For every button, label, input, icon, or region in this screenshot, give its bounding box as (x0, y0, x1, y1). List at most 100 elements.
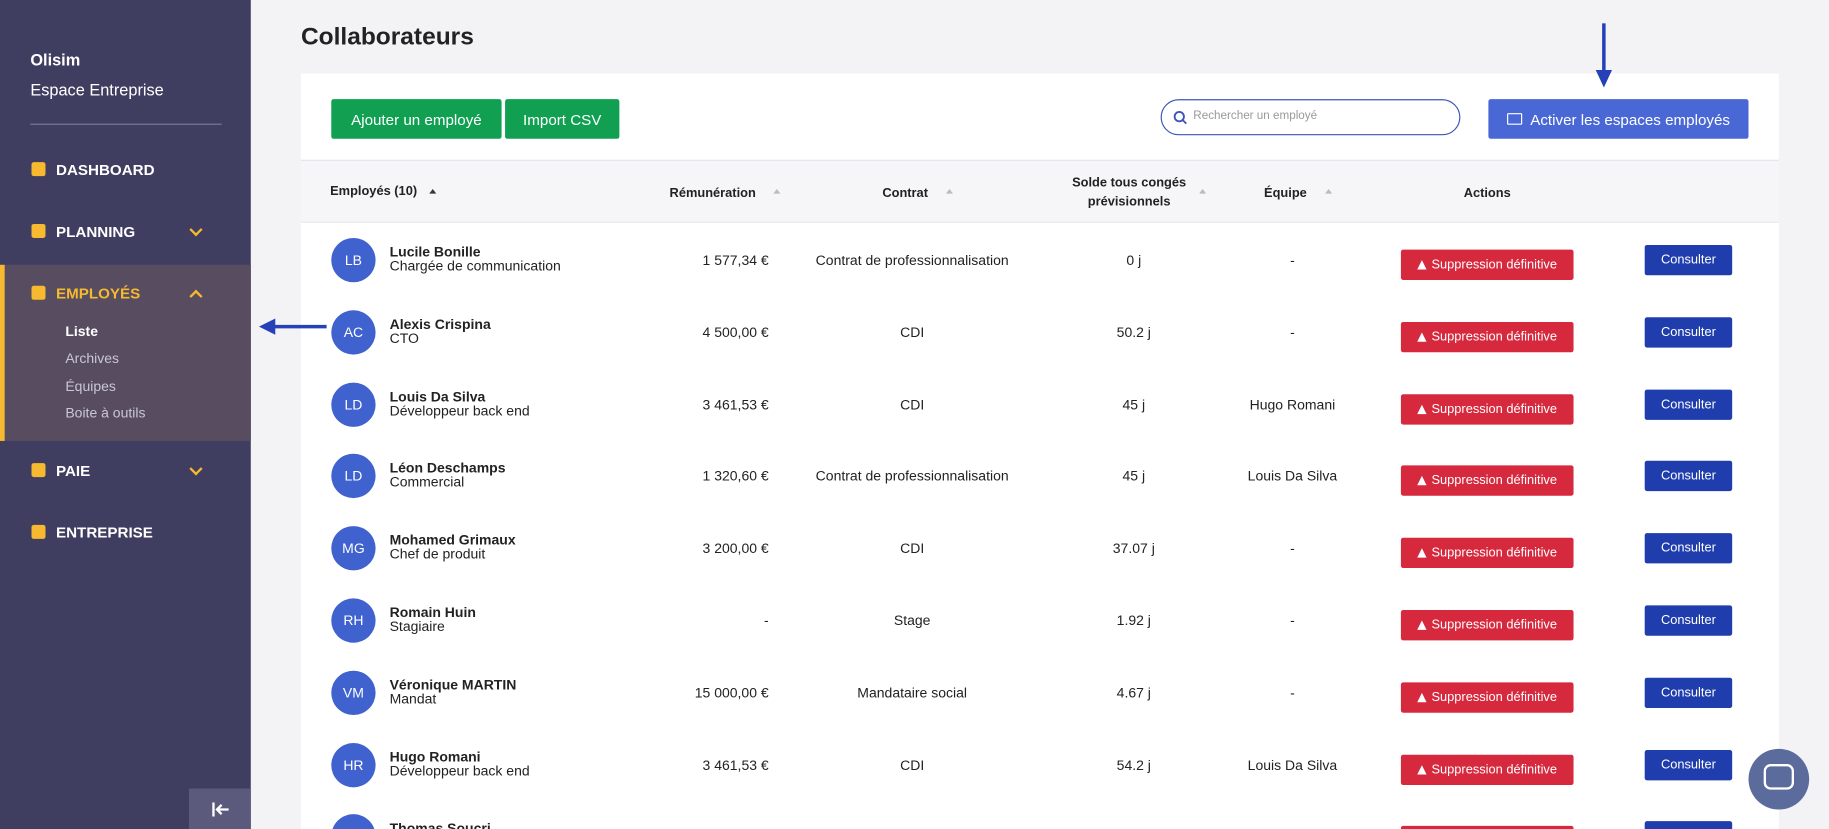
employee-role: Commercial (389, 474, 465, 491)
team: - (1290, 612, 1295, 629)
delete-button[interactable]: Suppression définitive (1400, 754, 1574, 785)
view-button[interactable]: Consulter (1644, 677, 1733, 708)
team: Louis Da Silva (1247, 756, 1338, 773)
sort-caret (429, 188, 437, 194)
employee-name[interactable]: Mohamed Grimaux (389, 532, 516, 549)
balance: 45 j (1122, 468, 1146, 485)
team: Hugo Romani (1249, 396, 1336, 413)
avatar: MG (331, 526, 376, 571)
card: Ajouter un employé Import CSV Rechercher u… (300, 73, 1779, 829)
team: - (1290, 324, 1295, 341)
submenu-item[interactable]: Boite à outils (65, 404, 146, 421)
chevron (189, 462, 203, 476)
table-header-bg (300, 159, 1779, 223)
table-header: Solde tous congés prévisionnels (1072, 176, 1187, 209)
employee-name[interactable]: Thomas Soucri (389, 820, 491, 829)
view-button (1644, 821, 1733, 829)
employee-name[interactable]: Romain Huin (389, 604, 476, 621)
main: Collaborateurs Ajouter un employé Import … (251, 0, 1829, 829)
salary: 15 000,00 € (694, 684, 769, 701)
menu-item[interactable]: ENTREPRISE (55, 523, 153, 542)
employee-role: Mandat (389, 690, 437, 707)
balance: 4.67 j (1116, 684, 1151, 701)
employee-name[interactable]: Lucile Bonille (389, 243, 481, 261)
table-header: Actions (1463, 186, 1511, 201)
menu-item[interactable]: EMPLOYÉS (55, 284, 141, 303)
delete-button[interactable]: Suppression définitive (1400, 537, 1574, 569)
view-button[interactable]: Consulter (1644, 461, 1733, 492)
team: - (1290, 251, 1295, 269)
avatar (331, 814, 376, 829)
delete-button[interactable]: Suppression définitive (1400, 610, 1574, 641)
team: - (1290, 684, 1295, 701)
salary: 3 461,53 € (702, 396, 769, 413)
delete-button[interactable]: Suppression définitive (1400, 249, 1574, 280)
contract: Stage (893, 612, 931, 629)
balance: 0 j (1126, 251, 1142, 269)
import-button[interactable]: Import CSV (505, 99, 620, 139)
brand-subtitle: Espace Entreprise (30, 80, 164, 100)
contract: CDI (900, 396, 925, 413)
submenu-item[interactable]: Liste (65, 323, 99, 340)
search-box[interactable]: Rechercher un employé (1160, 99, 1461, 136)
salary: 1 577,34 € (702, 251, 769, 269)
salary: 1 320,60 € (702, 468, 769, 485)
table-header: Équipe (1264, 186, 1307, 201)
employee-role: Développeur back end (389, 401, 530, 419)
collapse-icon (211, 801, 229, 816)
add-button[interactable]: Ajouter un employé (331, 99, 502, 139)
mail-icon (1507, 113, 1523, 125)
contract: Contrat de professionnalisation (815, 468, 1009, 485)
contract: CDI (900, 324, 925, 341)
menu-item[interactable]: PLANNING (55, 222, 136, 241)
employee-name[interactable]: Léon Deschamps (389, 460, 506, 477)
divider (30, 123, 222, 125)
menu-item[interactable]: PAIE (55, 461, 91, 480)
view-button[interactable]: Consulter (1644, 244, 1733, 276)
employee-role: Stagiaire (389, 618, 445, 635)
employee-name[interactable]: Hugo Romani (389, 748, 481, 765)
contract: Contrat de professionnalisation (815, 251, 1009, 269)
balance: 1.92 j (1116, 612, 1151, 629)
employee-role: Chargée de communication (389, 257, 561, 275)
employee-name[interactable]: Louis Da Silva (389, 387, 486, 405)
employee-name[interactable]: Véronique MARTIN (389, 676, 517, 693)
submenu-item[interactable]: Archives (65, 350, 119, 367)
menu-icon (31, 463, 46, 478)
sidebar: Olisim Espace Entreprise DASHBOARD PLANNING… (0, 0, 251, 829)
avatar: HR (331, 742, 376, 787)
avatar: RH (331, 598, 376, 643)
view-button[interactable]: Consulter (1644, 317, 1733, 348)
delete-button[interactable]: Suppression définitive (1400, 682, 1574, 713)
sort-caret (773, 188, 781, 194)
employee-name[interactable]: Alexis Crispina (389, 315, 491, 333)
view-button[interactable]: Consulter (1644, 389, 1733, 420)
balance: 50.2 j (1116, 324, 1151, 341)
delete-button[interactable]: Suppression définitive (1400, 465, 1574, 497)
salary: 4 500,00 € (702, 324, 769, 341)
avatar: LB (331, 237, 376, 283)
table-header: Rémunération (669, 186, 756, 201)
search-placeholder: Rechercher un employé (1193, 109, 1318, 123)
view-button[interactable]: Consulter (1644, 749, 1733, 780)
delete-button[interactable]: Suppression définitive (1400, 393, 1574, 425)
menu-item[interactable]: DASHBOARD (55, 160, 155, 179)
view-button[interactable]: Consulter (1644, 605, 1733, 636)
collapse-button[interactable] (188, 788, 251, 829)
page-title: Collaborateurs (300, 23, 474, 51)
balance: 54.2 j (1116, 756, 1151, 773)
salary: 3 200,00 € (702, 540, 769, 557)
team: Louis Da Silva (1247, 468, 1338, 485)
view-button[interactable]: Consulter (1644, 533, 1733, 564)
activate-button[interactable]: Activer les espaces employés (1488, 99, 1749, 139)
balance: 45 j (1122, 396, 1146, 413)
submenu-item[interactable]: Équipes (65, 377, 116, 394)
chevron (189, 223, 203, 237)
balance: 37.07 j (1112, 540, 1155, 557)
menu-icon (31, 162, 46, 177)
delete-button (1400, 826, 1574, 829)
delete-button[interactable]: Suppression définitive (1400, 321, 1574, 353)
